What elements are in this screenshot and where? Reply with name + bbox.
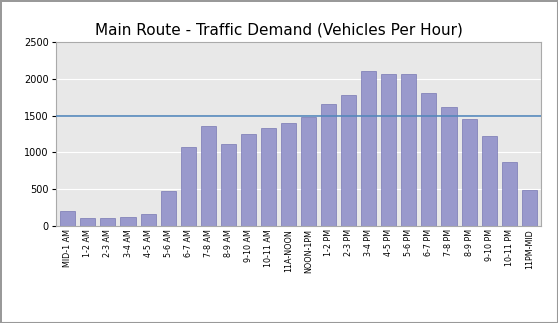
Bar bbox=[321, 104, 336, 226]
Bar bbox=[502, 162, 517, 226]
Bar bbox=[361, 71, 376, 226]
Bar bbox=[341, 95, 356, 226]
Bar bbox=[121, 217, 136, 226]
Bar bbox=[241, 134, 256, 226]
Bar bbox=[261, 128, 276, 226]
Bar bbox=[60, 211, 75, 226]
Bar bbox=[401, 74, 416, 226]
Bar bbox=[141, 214, 156, 226]
Bar bbox=[80, 218, 95, 226]
Bar bbox=[100, 218, 116, 226]
Bar bbox=[482, 136, 497, 226]
Bar bbox=[381, 74, 396, 226]
Bar bbox=[441, 107, 456, 226]
Bar bbox=[181, 147, 196, 226]
Bar bbox=[522, 190, 537, 226]
Bar bbox=[461, 119, 477, 226]
Bar bbox=[221, 144, 236, 226]
Bar bbox=[201, 126, 216, 226]
Bar bbox=[421, 93, 436, 226]
Text: Main Route - Traffic Demand (Vehicles Per Hour): Main Route - Traffic Demand (Vehicles Pe… bbox=[95, 23, 463, 37]
Bar bbox=[161, 192, 176, 226]
Bar bbox=[281, 123, 296, 226]
Bar bbox=[301, 117, 316, 226]
